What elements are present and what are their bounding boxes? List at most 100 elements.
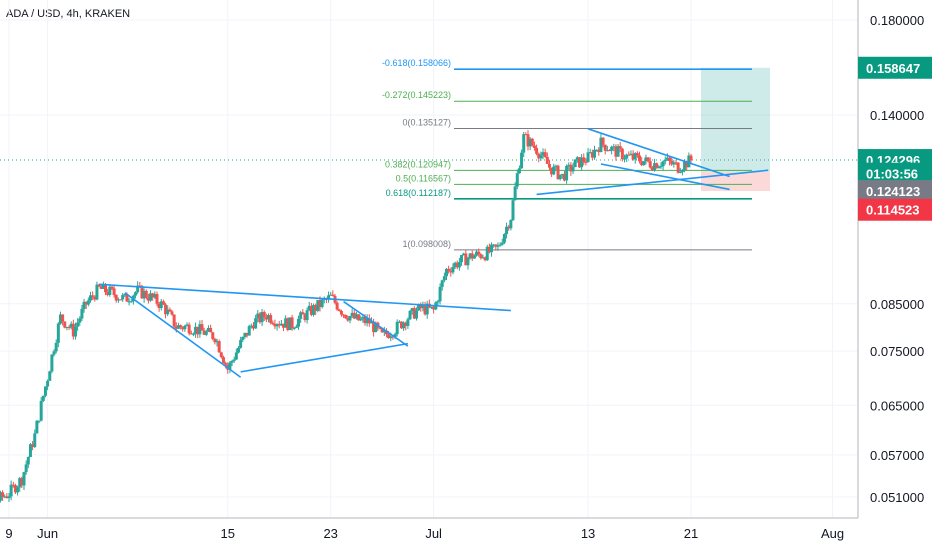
candle-up: [573, 159, 577, 168]
candle-up: [16, 487, 20, 493]
price-axis-tick-label: 0.057000: [870, 448, 924, 463]
candle-up: [393, 334, 397, 337]
candle-down: [262, 312, 266, 318]
candle-up: [502, 234, 506, 243]
candle-up: [498, 244, 502, 246]
candle-up: [500, 242, 504, 245]
candle-down: [432, 306, 436, 310]
candle-up: [121, 295, 125, 300]
candle-down: [419, 304, 423, 309]
candle-up: [687, 155, 691, 168]
candle-up: [26, 457, 30, 465]
candle-up: [3, 496, 7, 498]
candle-up: [496, 245, 500, 247]
candle-down: [286, 318, 290, 331]
candle-down: [140, 285, 144, 299]
candle-down: [597, 149, 601, 153]
price-badge-label: 0.158647: [866, 61, 920, 76]
candle-down: [13, 485, 17, 493]
candle-up: [595, 149, 599, 151]
candle-down: [114, 295, 118, 301]
candle-up: [429, 306, 433, 308]
candle-up: [374, 322, 378, 333]
trendline-pennant-mid: [600, 163, 730, 191]
candle-up: [520, 152, 524, 169]
candle-up: [395, 321, 399, 335]
candle-up: [586, 152, 590, 163]
candle-down: [331, 294, 335, 296]
candle-up: [39, 400, 43, 421]
candle-down: [635, 153, 639, 156]
candle-down: [601, 137, 605, 145]
candle-down: [187, 324, 191, 334]
trendline-wedge-right: [343, 300, 409, 347]
candle-up: [644, 157, 648, 162]
candle-down: [391, 336, 395, 338]
candle-up: [108, 286, 112, 295]
candle-down: [31, 444, 35, 448]
fib-level-label: -0.618(0.158066): [382, 58, 451, 68]
candle-up: [198, 324, 202, 335]
candle-down: [20, 478, 24, 486]
candle-up: [153, 294, 157, 298]
price-axis-tick-label: 0.075000: [870, 344, 924, 359]
candle-up: [365, 318, 369, 324]
candle-up: [481, 257, 485, 259]
candle-down: [668, 157, 672, 162]
candle-down: [318, 300, 322, 307]
candle-up: [406, 319, 410, 326]
candle-up: [513, 186, 517, 201]
candle-down: [337, 309, 341, 311]
trendline-wedge-left-b: [240, 342, 409, 373]
candle-up: [511, 200, 515, 221]
candle-up: [239, 339, 243, 348]
candle-down: [144, 290, 148, 298]
candle-up: [116, 299, 120, 301]
candle-up: [451, 267, 455, 273]
candle-down: [112, 288, 116, 296]
candle-up: [678, 171, 682, 173]
candle-up: [623, 158, 627, 160]
candle-down: [535, 147, 539, 154]
candle-down: [399, 321, 403, 329]
candle-up: [297, 318, 301, 327]
candle-up: [552, 166, 556, 175]
candle-up: [642, 161, 646, 166]
candle-down: [620, 148, 624, 160]
candle-up: [633, 153, 637, 160]
fib-level-label: 1(0.098008): [402, 239, 451, 249]
candle-down: [537, 153, 541, 159]
candle-down: [303, 314, 307, 321]
candle-down: [71, 323, 75, 337]
candle-up: [28, 444, 32, 458]
candle-up: [22, 472, 26, 486]
candle-down: [346, 318, 350, 321]
candle-down: [372, 321, 376, 333]
chart-title: ADA / USD, 4h, KRAKEN: [6, 8, 131, 20]
candle-up: [468, 253, 472, 259]
candle-down: [273, 323, 277, 327]
candle-down: [342, 314, 346, 316]
candle-up: [305, 310, 309, 321]
candle-up: [288, 317, 292, 331]
candle-up: [436, 301, 440, 303]
candle-up: [230, 360, 234, 363]
candle-up: [565, 166, 569, 181]
candle-up: [389, 336, 393, 339]
candle-down: [363, 317, 367, 324]
candle-down: [603, 144, 607, 151]
candle-down: [196, 326, 200, 335]
candle-up: [129, 301, 133, 303]
candle-down: [155, 294, 159, 304]
candle-up: [43, 386, 47, 396]
candle-down: [5, 496, 9, 499]
candle-up: [567, 164, 571, 167]
candle-up: [41, 395, 45, 401]
candle-up: [382, 330, 386, 333]
candle-up: [292, 327, 296, 329]
candle-down: [301, 312, 305, 315]
candle-up: [571, 167, 575, 172]
candle-up: [517, 168, 521, 174]
candle-down: [404, 322, 408, 326]
